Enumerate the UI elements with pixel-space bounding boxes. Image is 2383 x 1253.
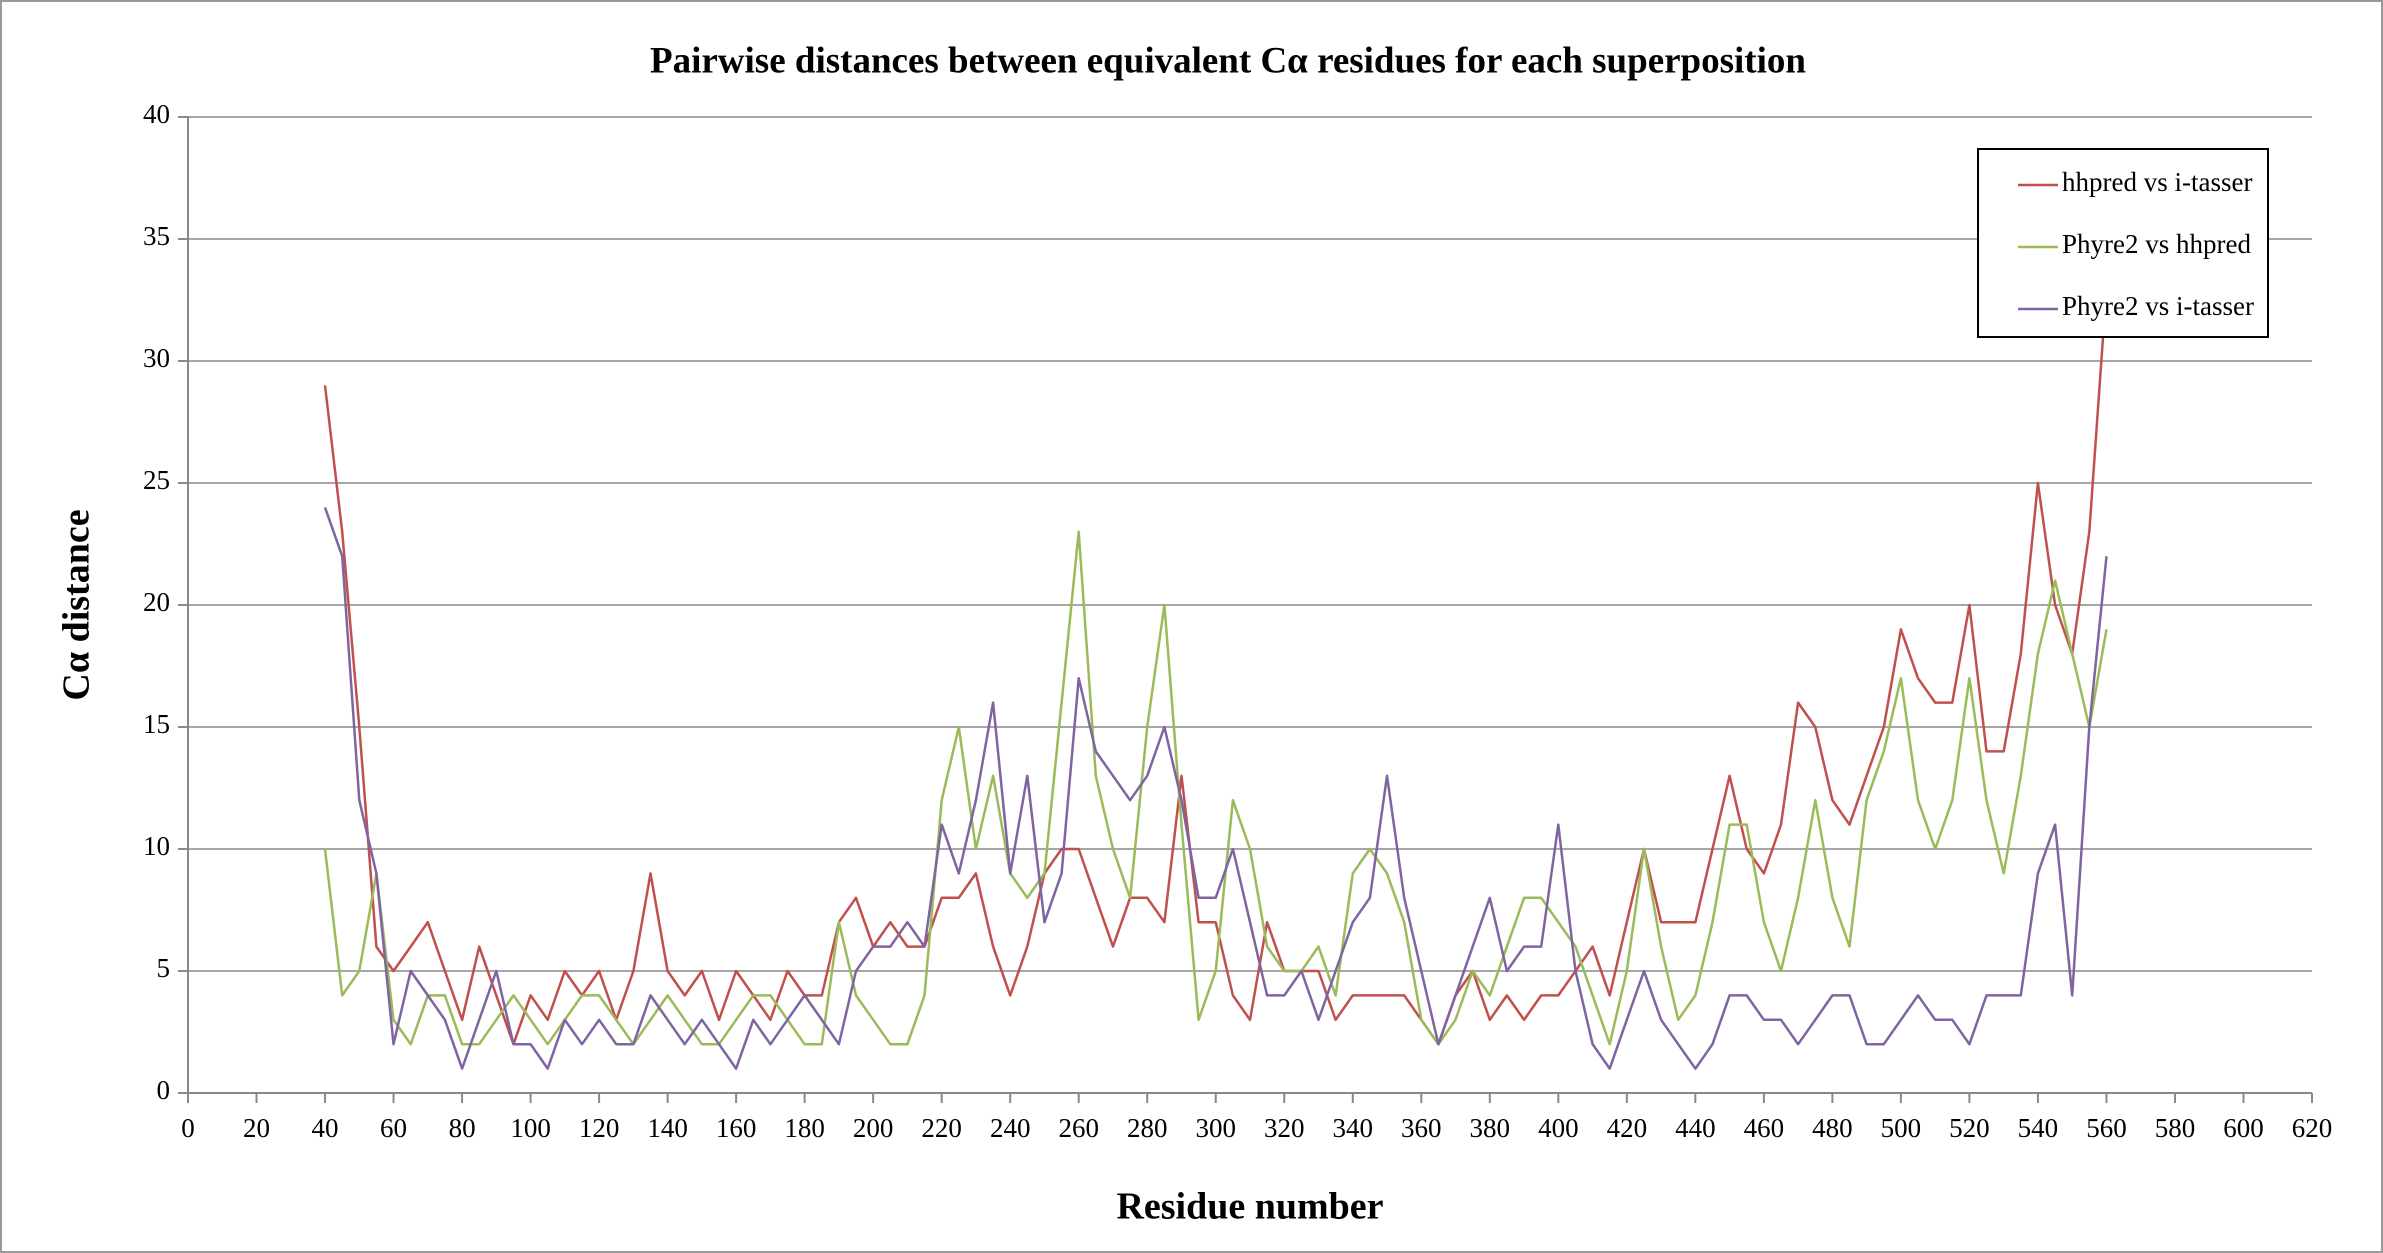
y-tick-label: 35 — [143, 221, 170, 251]
x-tick-label: 260 — [1058, 1113, 1099, 1143]
x-tick-label: 20 — [243, 1113, 270, 1143]
legend-box — [1977, 148, 2269, 338]
x-tick-label: 600 — [2223, 1113, 2264, 1143]
x-tick-label: 320 — [1264, 1113, 1305, 1143]
legend-label: hhpred vs i-tasser — [2062, 167, 2252, 197]
y-tick-label: 0 — [157, 1075, 171, 1105]
data-line — [323, 506, 2108, 1070]
x-tick-label: 560 — [2086, 1113, 2127, 1143]
data-line — [323, 530, 2108, 1046]
x-tick-label: 620 — [2292, 1113, 2333, 1143]
y-tick-label: 30 — [143, 343, 170, 373]
x-tick-label: 200 — [853, 1113, 894, 1143]
x-tick-label: 60 — [380, 1113, 407, 1143]
y-tick-label: 20 — [143, 587, 170, 617]
data-line — [323, 287, 2108, 1046]
x-tick-label: 340 — [1333, 1113, 1374, 1143]
x-tick-label: 220 — [921, 1113, 962, 1143]
x-tick-label: 500 — [1881, 1113, 1922, 1143]
x-tick-label: 160 — [716, 1113, 757, 1143]
x-tick-label: 240 — [990, 1113, 1031, 1143]
x-tick-label: 120 — [579, 1113, 620, 1143]
x-tick-label: 460 — [1744, 1113, 1785, 1143]
x-tick-label: 480 — [1812, 1113, 1853, 1143]
legend-label: Phyre2 vs hhpred — [2062, 229, 2251, 259]
x-tick-label: 360 — [1401, 1113, 1442, 1143]
x-tick-label: 380 — [1470, 1113, 1511, 1143]
y-tick-label: 15 — [143, 709, 170, 739]
chart-title: Pairwise distances between equivalent Cα… — [650, 40, 1806, 81]
legend-label: Phyre2 vs i-tasser — [2062, 291, 2254, 321]
x-tick-label: 420 — [1607, 1113, 1648, 1143]
y-tick-label: 5 — [157, 953, 171, 983]
legend: hhpred vs i-tasser Phyre2 vs hhpred Phyre2… — [1977, 148, 2269, 338]
x-axis-label: Residue number — [1116, 1186, 1383, 1228]
x-tick-label: 580 — [2155, 1113, 2196, 1143]
x-tick-label: 140 — [647, 1113, 688, 1143]
x-tick-label: 280 — [1127, 1113, 1168, 1143]
y-tick-label: 40 — [143, 99, 170, 129]
x-tick-label: 40 — [312, 1113, 339, 1143]
x-tick-label: 400 — [1538, 1113, 1579, 1143]
x-tick-label: 180 — [784, 1113, 825, 1143]
y-tick-label: 10 — [143, 831, 170, 861]
x-tick-label: 540 — [2018, 1113, 2059, 1143]
x-tick-label: 0 — [181, 1113, 195, 1143]
x-tick-label: 300 — [1195, 1113, 1236, 1143]
y-axis-label: Cα distance — [56, 509, 98, 700]
x-tick-label: 520 — [1949, 1113, 1990, 1143]
x-tick-label: 100 — [510, 1113, 551, 1143]
x-tick-label: 80 — [449, 1113, 476, 1143]
x-tick-label: 440 — [1675, 1113, 1716, 1143]
y-tick-label: 25 — [143, 465, 170, 495]
